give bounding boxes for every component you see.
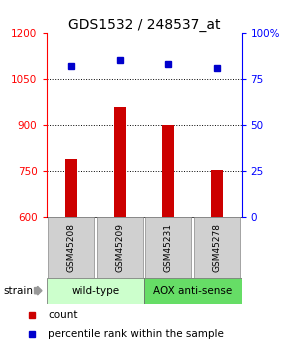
Text: GSM45278: GSM45278 xyxy=(213,223,222,272)
Text: count: count xyxy=(48,310,78,320)
Text: wild-type: wild-type xyxy=(71,286,119,296)
Bar xyxy=(97,217,142,278)
Bar xyxy=(113,107,126,217)
Bar xyxy=(194,217,240,278)
Bar xyxy=(146,217,191,278)
Bar xyxy=(48,217,94,278)
Text: GSM45231: GSM45231 xyxy=(164,223,173,272)
Bar xyxy=(211,170,223,217)
Title: GDS1532 / 248537_at: GDS1532 / 248537_at xyxy=(68,18,220,32)
Bar xyxy=(162,125,175,217)
Bar xyxy=(65,159,77,217)
Text: AOX anti-sense: AOX anti-sense xyxy=(153,286,232,296)
Text: GSM45209: GSM45209 xyxy=(115,223,124,272)
Text: strain: strain xyxy=(3,286,33,296)
Bar xyxy=(144,278,242,304)
Bar xyxy=(46,278,144,304)
Text: GSM45208: GSM45208 xyxy=(66,223,75,272)
Text: percentile rank within the sample: percentile rank within the sample xyxy=(48,329,224,339)
